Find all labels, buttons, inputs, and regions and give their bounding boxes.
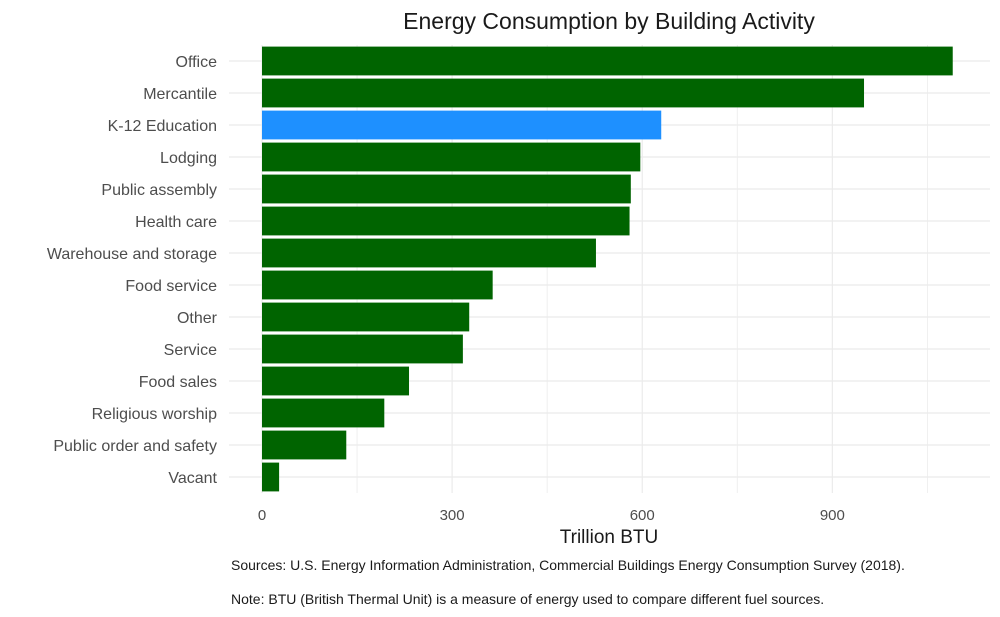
category-label: Vacant (168, 470, 217, 487)
category-labels: Office Mercantile K-12 Education Lodging Pub… (47, 54, 218, 487)
bar (262, 78, 865, 108)
x-tick-label: 0 (258, 507, 266, 524)
x-tick-label: 900 (820, 507, 845, 524)
x-tick-label: 300 (440, 507, 465, 524)
category-label: Health care (135, 214, 217, 231)
bar (262, 270, 493, 300)
category-label: Public assembly (101, 182, 217, 199)
bar (262, 302, 470, 332)
category-label: Office (176, 54, 218, 71)
category-label: K-12 Education (108, 118, 217, 135)
category-label: Mercantile (143, 86, 217, 103)
bar (262, 110, 662, 140)
bar (262, 430, 347, 460)
source-note: Sources: U.S. Energy Information Adminis… (231, 557, 905, 573)
x-tick-labels: 0 300 600 900 (258, 507, 845, 524)
category-label: Warehouse and storage (47, 246, 217, 263)
bar (262, 398, 385, 428)
chart-title: Energy Consumption by Building Activity (403, 8, 815, 34)
category-label: Food service (125, 278, 217, 295)
category-label: Service (164, 342, 217, 359)
bar (262, 334, 463, 364)
bar-chart: Energy Consumption by Building Activity … (47, 8, 990, 545)
bars (262, 46, 953, 492)
category-label: Religious worship (92, 406, 217, 423)
category-label: Lodging (160, 150, 217, 167)
bar (262, 174, 631, 204)
bar (262, 366, 410, 396)
bar (262, 238, 596, 268)
x-axis-title: Trillion BTU (560, 527, 659, 545)
bar (262, 46, 953, 76)
x-tick-label: 600 (630, 507, 655, 524)
bar (262, 142, 641, 172)
category-label: Other (177, 310, 218, 327)
btu-note: Note: BTU (British Thermal Unit) is a me… (231, 591, 825, 607)
bar (262, 462, 280, 492)
bar (262, 206, 630, 236)
category-label: Public order and safety (53, 438, 217, 455)
category-label: Food sales (139, 374, 217, 391)
